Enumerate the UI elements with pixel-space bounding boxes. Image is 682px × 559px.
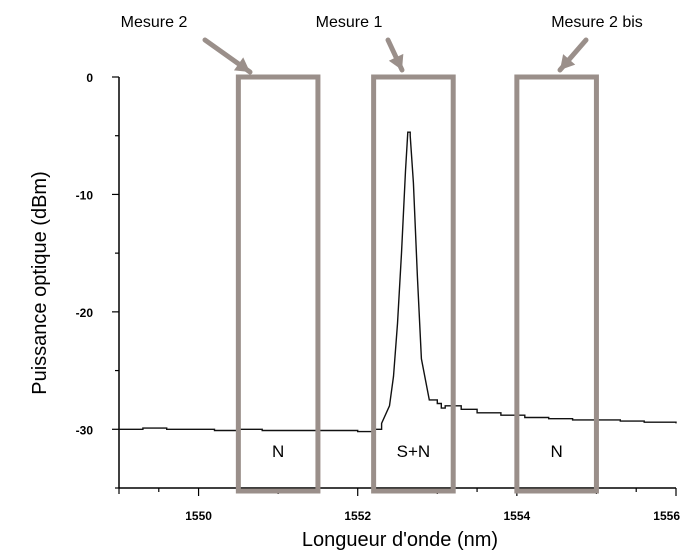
axes: 0 -10 -20 -30 1550 1552 1554 1556	[76, 71, 681, 523]
box-label: N	[272, 442, 284, 461]
callout-label: Mesure 2	[121, 14, 188, 31]
arrow-head	[388, 53, 404, 70]
arrow-head	[560, 54, 576, 70]
callout-label: Mesure 2 bis	[551, 14, 643, 31]
y-tick-label: -30	[76, 423, 94, 437]
measurement-box	[514, 74, 599, 494]
box-label: S+N	[397, 442, 431, 461]
y-tick-label: 0	[86, 71, 93, 85]
x-tick-label: 1554	[504, 509, 531, 523]
y-tick-label: -10	[76, 188, 94, 202]
measurement-boxes: N S+N N	[235, 74, 599, 494]
arrow-head	[233, 57, 250, 72]
callouts: Mesure 2 Mesure 1 Mesure 2 bis	[121, 14, 643, 75]
x-axis-label: Longueur d'onde (nm)	[302, 529, 498, 551]
x-tick-label: 1556	[653, 509, 680, 523]
box-label-bg	[258, 432, 299, 468]
measurement-box	[371, 74, 456, 494]
measurement-box	[235, 74, 321, 494]
box-label-bg	[387, 432, 440, 468]
trace-layer	[119, 131, 677, 433]
x-tick-label: 1550	[185, 509, 212, 523]
series-line	[119, 131, 677, 433]
box-label-bg	[536, 432, 577, 468]
x-tick-label: 1552	[344, 509, 371, 523]
y-tick-label: -20	[76, 306, 94, 320]
box-label: N	[551, 442, 563, 461]
y-axis-label: Puissance optique (dBm)	[29, 171, 51, 394]
callout-label: Mesure 1	[316, 14, 383, 31]
